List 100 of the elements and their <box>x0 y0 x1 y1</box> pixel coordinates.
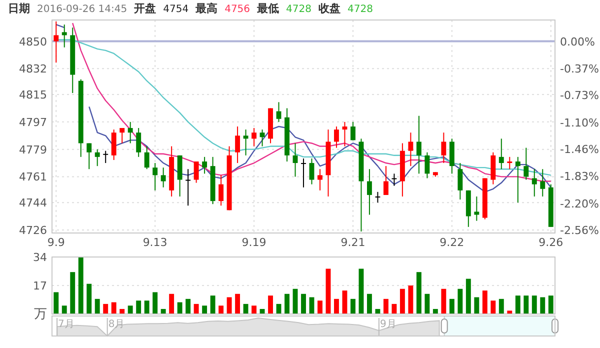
candlestick <box>507 156 512 170</box>
candlestick <box>408 132 414 167</box>
x-tick-label: 9.19 <box>242 236 266 249</box>
y-tick-label: 4744 <box>19 196 47 210</box>
text: 最高 <box>194 2 218 15</box>
candlestick <box>458 162 463 200</box>
text: 开盘 <box>133 2 156 15</box>
bar <box>482 290 488 314</box>
candlestick <box>375 191 380 204</box>
candlestick <box>120 128 125 144</box>
x-tick-label: 9.26 <box>538 236 564 249</box>
candlestick <box>383 166 388 196</box>
candlestick <box>235 126 240 164</box>
candlestick <box>540 168 546 197</box>
candlestick <box>318 168 322 191</box>
bar <box>392 304 397 314</box>
y-tick-label: 万 <box>34 307 47 322</box>
bar <box>152 292 158 314</box>
x-tick-label: 9.22 <box>440 236 464 249</box>
candlestick <box>309 158 314 185</box>
bar <box>136 300 142 314</box>
candlestick <box>366 168 372 216</box>
text: 8月 <box>108 319 125 330</box>
candlestick <box>260 129 265 147</box>
text: 2016-09-26 14:45 <box>37 4 128 15</box>
bar <box>416 272 422 314</box>
bar <box>268 296 273 314</box>
bar <box>458 288 463 314</box>
bar <box>252 306 256 314</box>
bar <box>120 308 125 314</box>
bar <box>86 284 92 314</box>
y2-tick-label: -0.37% <box>560 62 599 76</box>
bar <box>498 298 504 314</box>
bar <box>284 294 290 314</box>
text: 4728 <box>347 4 373 15</box>
bar <box>144 300 150 314</box>
candlestick <box>136 128 142 158</box>
bar <box>318 300 322 314</box>
candlestick <box>416 115 422 174</box>
candlestick <box>334 126 339 148</box>
candlestick <box>392 173 397 186</box>
bar <box>515 296 520 314</box>
bar <box>78 257 84 314</box>
y2-tick-label: -2.20% <box>560 198 599 211</box>
candlestick <box>54 21 59 64</box>
y-tick-label: 4815 <box>19 88 47 102</box>
bar <box>449 298 454 314</box>
candlestick <box>243 129 248 156</box>
y2-tick-label: -1.10% <box>560 116 599 130</box>
candlestick <box>350 121 356 141</box>
candlestick <box>194 160 199 184</box>
text: 7月 <box>58 319 74 330</box>
bar <box>194 304 199 314</box>
bar <box>218 306 224 314</box>
bar <box>524 296 529 314</box>
candlestick <box>301 158 306 188</box>
candlestick <box>474 196 480 222</box>
bar <box>186 298 191 314</box>
bar <box>350 298 356 314</box>
text: 收盘 <box>318 2 340 15</box>
candlestick <box>441 132 446 164</box>
bar <box>507 310 512 314</box>
bar <box>128 306 133 314</box>
candlestick <box>252 128 256 147</box>
bar <box>441 288 446 314</box>
candlestick <box>498 138 504 170</box>
bar <box>210 296 216 314</box>
candlestick <box>524 147 529 180</box>
bar <box>366 294 372 314</box>
bar <box>408 286 414 314</box>
bar <box>326 268 331 314</box>
bar <box>432 308 438 314</box>
text: 最低 <box>256 2 280 15</box>
text: 4754 <box>163 4 189 15</box>
y-tick-label: 4761 <box>19 170 47 184</box>
candlestick <box>144 146 150 170</box>
text: 日期 <box>8 2 30 15</box>
bar <box>94 298 100 314</box>
bar <box>202 306 208 314</box>
bar <box>466 278 471 314</box>
bar <box>548 296 554 314</box>
y2-tick-label: -1.46% <box>560 142 599 156</box>
bar <box>334 298 339 314</box>
bar <box>70 272 76 314</box>
bar <box>235 294 240 314</box>
bar <box>540 297 546 314</box>
text: 9月 <box>380 319 396 330</box>
candlestick <box>94 148 100 167</box>
y-tick-label: 4832 <box>19 62 47 76</box>
candlestick <box>128 121 133 144</box>
bar <box>383 298 388 314</box>
bar <box>243 304 248 314</box>
bar <box>226 297 232 314</box>
y2-tick-label: 0.00% <box>560 35 595 48</box>
y-tick-label: 17 <box>33 280 47 292</box>
candlestick <box>218 174 224 206</box>
bar <box>301 294 306 314</box>
bar <box>111 302 116 314</box>
candlestick <box>515 156 520 204</box>
bar <box>474 297 480 314</box>
